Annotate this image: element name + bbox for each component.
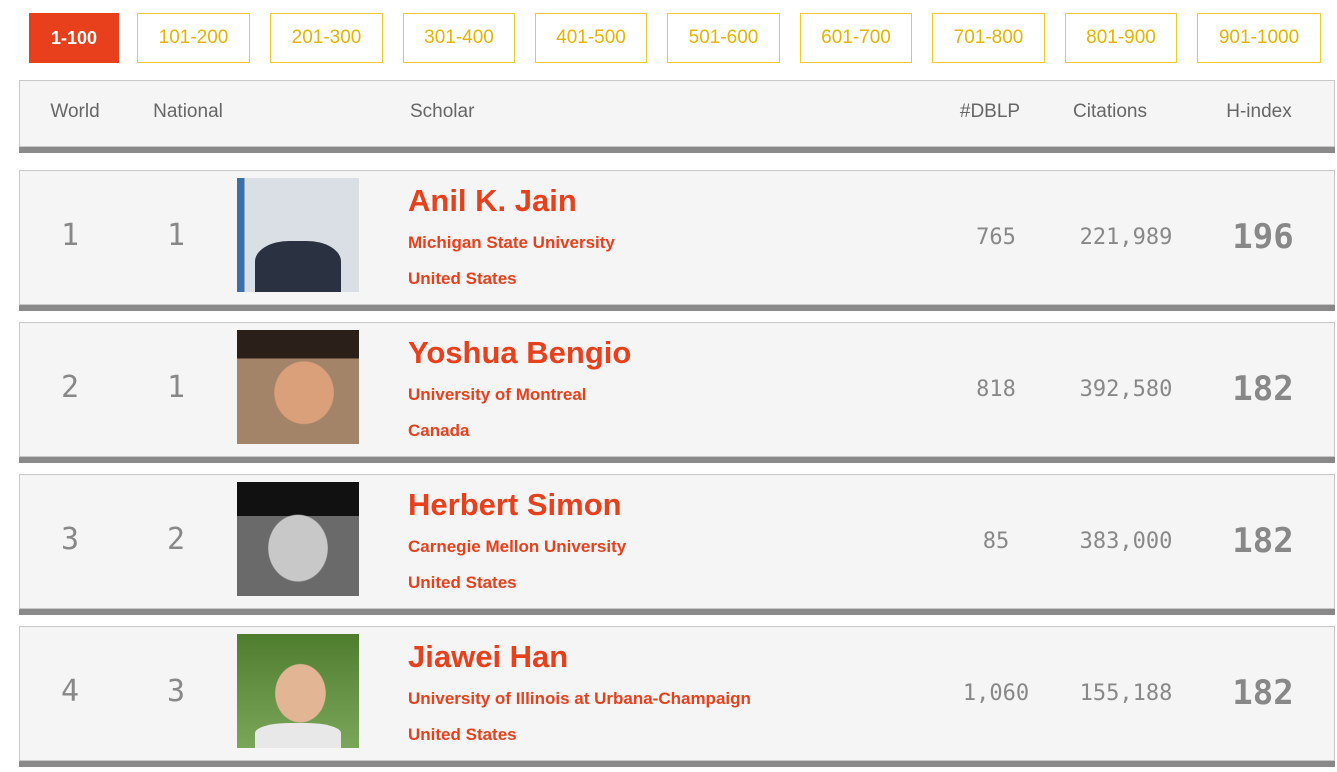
country: United States [408,269,517,289]
h-index: 182 [1232,369,1293,409]
country: United States [408,725,517,745]
h-index: 196 [1232,217,1293,257]
scholar-photo [237,330,359,444]
page-tab[interactable]: 701-800 [932,13,1045,63]
citations: 221,989 [1080,225,1173,250]
page: 1-100 101-200 201-300 301-400 401-500 501-600… [0,0,1337,772]
world-rank: 4 [61,674,79,709]
page-tab[interactable]: 401-500 [535,13,647,63]
national-rank: 1 [167,218,185,253]
scholar-name[interactable]: Anil K. Jain [408,183,577,219]
citations: 383,000 [1080,529,1173,554]
institution: Carnegie Mellon University [408,537,626,557]
citations: 392,580 [1080,377,1173,402]
world-rank: 2 [61,370,79,405]
page-tab[interactable]: 801-900 [1065,13,1177,63]
column-header: World [50,101,99,123]
photo-detail [255,241,340,292]
world-rank: 3 [61,522,79,557]
dblp-count: 85 [983,529,1010,554]
dblp-count: 765 [976,225,1016,250]
scholar-name[interactable]: Herbert Simon [408,487,622,523]
national-rank: 3 [167,674,185,709]
column-header: National [153,101,223,123]
column-header: Citations [1073,101,1147,123]
photo-detail [255,723,340,748]
scholar-name[interactable]: Yoshua Bengio [408,335,631,371]
country: Canada [408,421,469,441]
page-tab[interactable]: 301-400 [403,13,515,63]
institution: University of Illinois at Urbana-Champai… [408,689,751,709]
column-header: Scholar [410,101,474,123]
scholar-photo [237,482,359,596]
page-tab[interactable]: 101-200 [137,13,250,63]
national-rank: 1 [167,370,185,405]
institution: Michigan State University [408,233,615,253]
dblp-count: 1,060 [963,681,1029,706]
institution: University of Montreal [408,385,587,405]
country: United States [408,573,517,593]
h-index: 182 [1232,521,1293,561]
page-tab[interactable]: 601-700 [800,13,912,63]
page-tab[interactable]: 201-300 [270,13,383,63]
world-rank: 1 [61,218,79,253]
citations: 155,188 [1080,681,1173,706]
page-tab[interactable]: 1-100 [29,13,119,63]
page-tab[interactable]: 901-1000 [1197,13,1321,63]
column-header: #DBLP [960,101,1020,123]
scholar-photo [237,634,359,748]
column-header: H-index [1226,101,1291,123]
scholar-name[interactable]: Jiawei Han [408,639,568,675]
scholar-photo [237,178,359,292]
dblp-count: 818 [976,377,1016,402]
page-tab[interactable]: 501-600 [667,13,780,63]
h-index: 182 [1232,673,1293,713]
national-rank: 2 [167,522,185,557]
